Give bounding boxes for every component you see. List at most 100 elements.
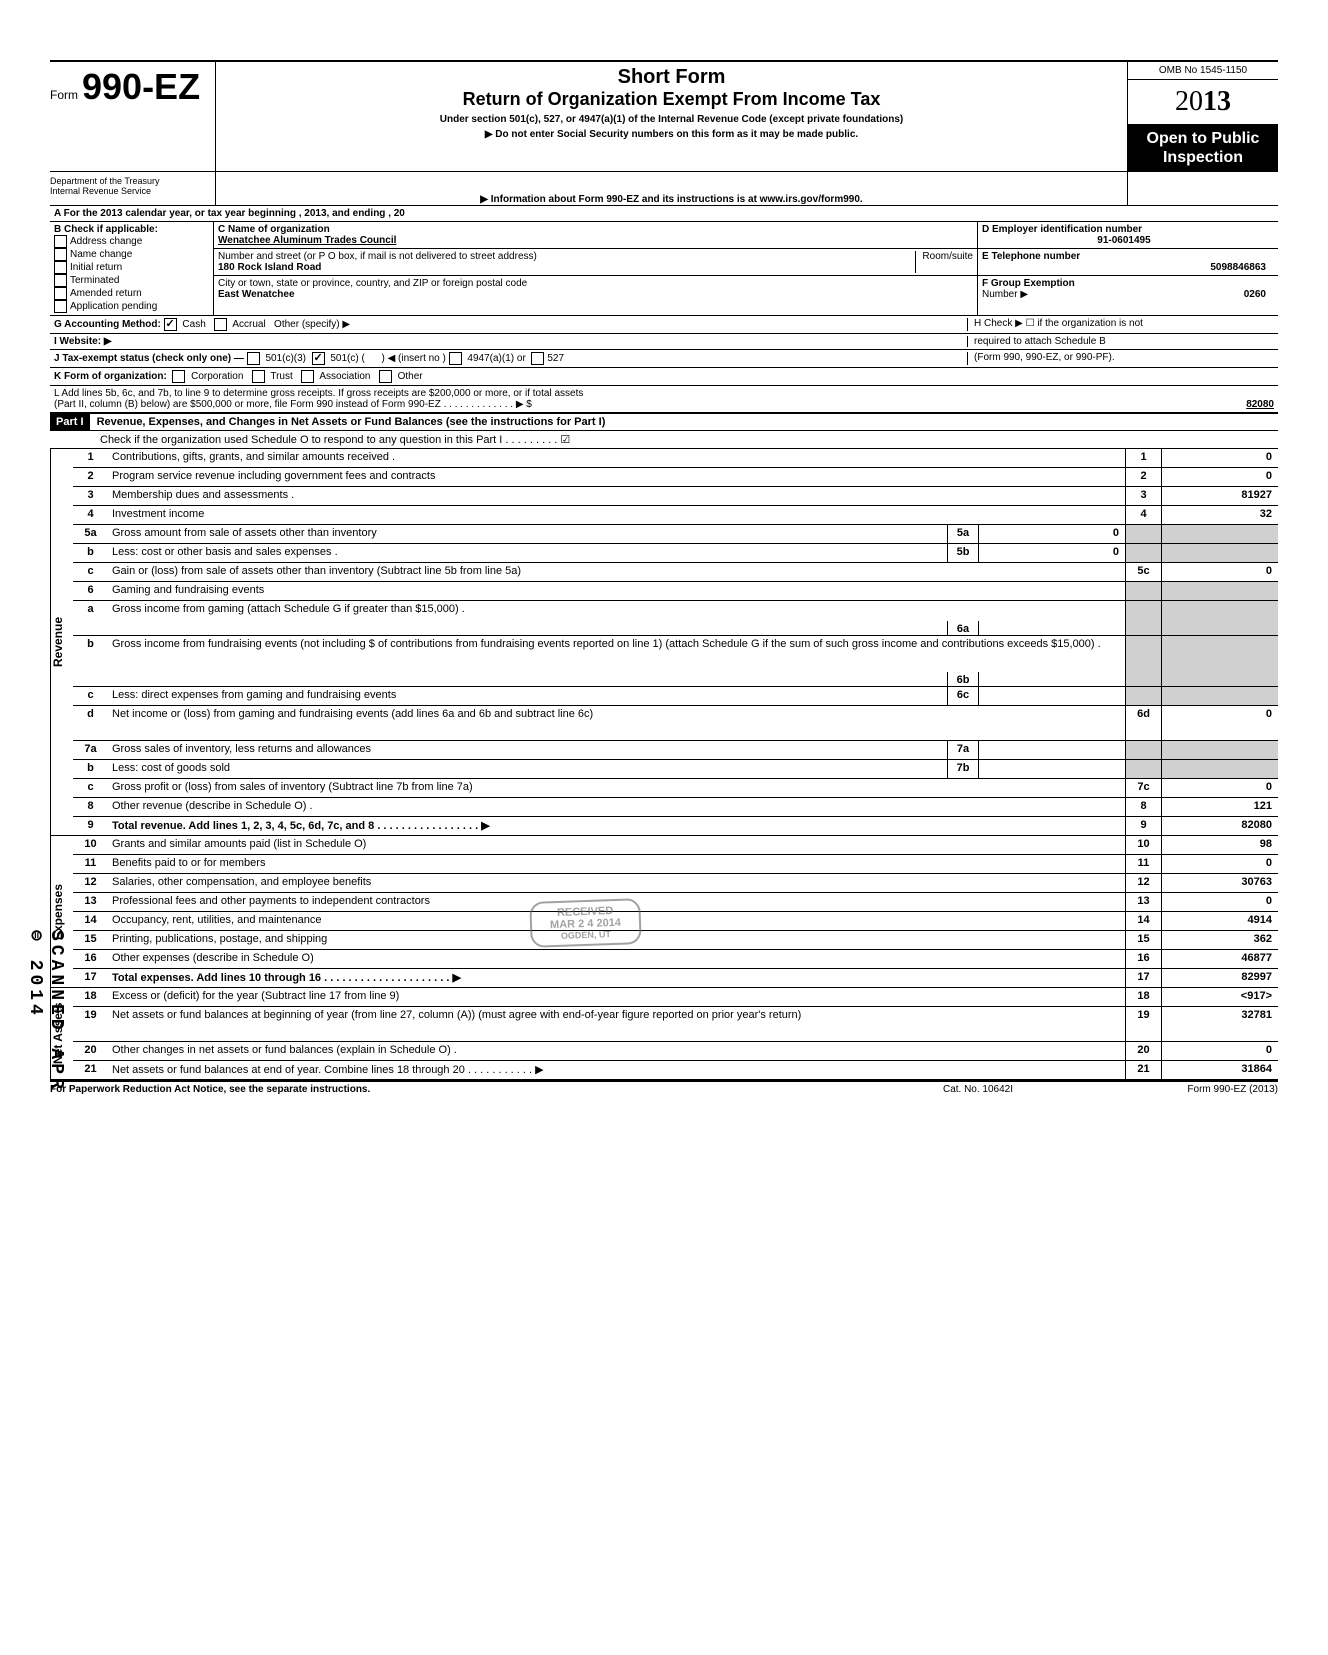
l13-d: Professional fees and other payments to …: [108, 893, 1125, 911]
i-lbl: I Website: ▶: [54, 336, 112, 347]
section-c: C Name of organization Wenatchee Aluminu…: [214, 222, 977, 315]
title2: Return of Organization Exempt From Incom…: [222, 89, 1121, 110]
revenue-rows: 1Contributions, gifts, grants, and simil…: [73, 449, 1278, 835]
omb: OMB No 1545-1150: [1128, 62, 1278, 80]
open1: Open to Public: [1147, 130, 1260, 147]
line-j: J Tax-exempt status (check only one) — 5…: [54, 352, 967, 365]
c-addr: 180 Rock Island Road: [218, 262, 321, 273]
line-k: K Form of organization: Corporation Trus…: [54, 370, 1274, 383]
l16-a: 46877: [1161, 950, 1278, 968]
k-trust-box[interactable]: [252, 370, 265, 383]
title1: Short Form: [222, 66, 1121, 89]
open-inspection: Open to Public Inspection: [1128, 125, 1278, 171]
l3-d: Membership dues and assessments .: [108, 487, 1125, 505]
l16-d: Other expenses (describe in Schedule O): [108, 950, 1125, 968]
dept: Department of the Treasury Internal Reve…: [50, 172, 216, 205]
open2: Inspection: [1163, 149, 1243, 166]
l18-d: Excess or (deficit) for the year (Subtra…: [108, 988, 1125, 1006]
netassets-rows: 18Excess or (deficit) for the year (Subt…: [73, 988, 1278, 1079]
part1-title: Revenue, Expenses, and Changes in Net As…: [93, 414, 610, 430]
l6c-d: Less: direct expenses from gaming and fu…: [108, 687, 1125, 705]
b-init[interactable]: Initial return: [54, 261, 209, 274]
form-prefix: Form: [50, 88, 78, 102]
b-term[interactable]: Terminated: [54, 274, 209, 287]
l20-a: 0: [1161, 1042, 1278, 1060]
k-b: Trust: [270, 372, 292, 383]
l2-d: Program service revenue including govern…: [108, 468, 1125, 486]
l5c-d: Gain or (loss) from sale of assets other…: [108, 563, 1125, 581]
g-accrual: Accrual: [232, 320, 265, 331]
warn: ▶ Do not enter Social Security numbers o…: [222, 129, 1121, 140]
b-app[interactable]: Application pending: [54, 300, 209, 313]
j-b: 501(c) (: [330, 354, 364, 365]
l12-d: Salaries, other compensation, and employ…: [108, 874, 1125, 892]
room-label: Room/suite: [915, 251, 973, 273]
year: 2013: [1128, 80, 1278, 125]
f-lbl: F Group Exemption: [982, 278, 1075, 289]
l7c-a: 0: [1161, 779, 1278, 797]
right-col: D Employer identification number 91-0601…: [977, 222, 1278, 315]
l14-a: 4914: [1161, 912, 1278, 930]
l-l1: L Add lines 5b, 6c, and 7b, to line 9 to…: [54, 388, 1274, 399]
b-name[interactable]: Name change: [54, 248, 209, 261]
j-527-box[interactable]: [531, 352, 544, 365]
g-accrual-box[interactable]: [214, 318, 227, 331]
j-501c3-box[interactable]: [247, 352, 260, 365]
b-header: B Check if applicable:: [54, 224, 209, 235]
l19-d: Net assets or fund balances at beginning…: [108, 1007, 1125, 1041]
l5b-d: Less: cost or other basis and sales expe…: [108, 544, 1125, 562]
h-l2: required to attach Schedule B: [967, 336, 1274, 347]
l21-d: Net assets or fund balances at end of ye…: [108, 1061, 1125, 1079]
l8-a: 121: [1161, 798, 1278, 816]
line-l: L Add lines 5b, 6c, and 7b, to line 9 to…: [50, 386, 1278, 414]
k-d: Other: [398, 372, 423, 383]
e-val: 5098846863: [982, 262, 1274, 273]
k-a: Corporation: [191, 372, 243, 383]
l5a-d: Gross amount from sale of assets other t…: [108, 525, 1125, 543]
h-l3: (Form 990, 990-EZ, or 990-PF).: [967, 352, 1274, 365]
j-4947-box[interactable]: [449, 352, 462, 365]
j-c: ) ◀ (insert no ): [381, 354, 445, 365]
b-addr[interactable]: Address change: [54, 235, 209, 248]
k-assoc-box[interactable]: [301, 370, 314, 383]
l21-a: 31864: [1161, 1061, 1278, 1079]
b-amend[interactable]: Amended return: [54, 287, 209, 300]
revenue-label: Revenue: [50, 449, 73, 835]
g-cash: Cash: [182, 320, 205, 331]
form-num: 990-EZ: [82, 66, 200, 107]
j-a: 501(c)(3): [265, 354, 306, 365]
g-lbl: G Accounting Method:: [54, 320, 161, 331]
l-amt: 82080: [1246, 399, 1274, 410]
line-i: I Website: ▶: [54, 336, 967, 347]
f-val: 0260: [1244, 289, 1274, 300]
l-l2: (Part II, column (B) below) are $500,000…: [54, 399, 532, 410]
part1-tag: Part I: [50, 414, 90, 430]
k-corp-box[interactable]: [172, 370, 185, 383]
expenses-rows: 10Grants and similar amounts paid (list …: [73, 836, 1278, 987]
l15-a: 362: [1161, 931, 1278, 949]
l9-d: Total revenue. Add lines 1, 2, 3, 4, 5c,…: [108, 817, 1125, 835]
year-bold: 13: [1203, 86, 1231, 117]
l4-d: Investment income: [108, 506, 1125, 524]
j-501c-box[interactable]: [312, 352, 325, 365]
l12-a: 30763: [1161, 874, 1278, 892]
row-a: A For the 2013 calendar year, or tax yea…: [50, 206, 1278, 222]
l2-a: 0: [1161, 468, 1278, 486]
l15-d: Printing, publications, postage, and shi…: [108, 931, 1125, 949]
e-lbl: E Telephone number: [982, 251, 1080, 262]
l17-a: 82997: [1161, 969, 1278, 987]
footer-right: Form 990-EZ (2013): [1078, 1084, 1278, 1095]
l10-a: 98: [1161, 836, 1278, 854]
footer-mid: Cat. No. 10642I: [878, 1084, 1078, 1095]
dept1: Department of the Treasury: [50, 176, 205, 186]
l19-a: 32781: [1161, 1007, 1278, 1041]
g-other: Other (specify) ▶: [274, 320, 350, 331]
g-cash-box[interactable]: [164, 318, 177, 331]
k-c: Association: [319, 372, 370, 383]
l13-a: 0: [1161, 893, 1278, 911]
k-other-box[interactable]: [379, 370, 392, 383]
f-num-lbl: Number ▶: [982, 289, 1028, 300]
l7b-d: Less: cost of goods sold7b: [108, 760, 1125, 778]
l7c-d: Gross profit or (loss) from sales of inv…: [108, 779, 1125, 797]
year-prefix: 20: [1175, 86, 1203, 117]
